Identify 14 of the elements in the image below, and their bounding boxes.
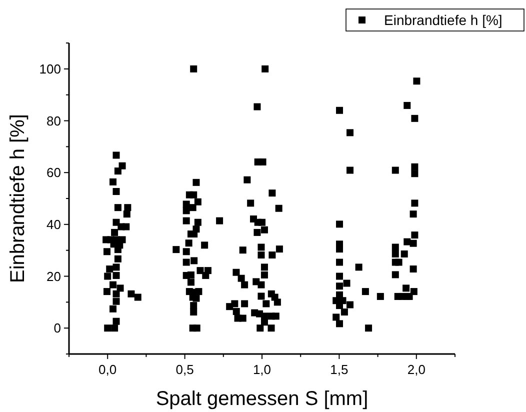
- y-tick-label: 80: [46, 113, 61, 128]
- y-tick-label: 100: [39, 61, 61, 76]
- x-tick-label: 2,0: [407, 362, 426, 377]
- x-tick-label: 0,0: [98, 362, 117, 377]
- y-tick-label: 60: [46, 165, 61, 180]
- x-tick-label: 0,5: [176, 362, 194, 377]
- x-tick-label: 1,0: [252, 362, 272, 377]
- y-tick-label: 40: [46, 216, 61, 232]
- x-tick-label: 1,5: [330, 362, 348, 377]
- y-tick-label: 0: [54, 320, 61, 336]
- x-axis-title: Spalt gemessen S [mm]: [156, 388, 368, 410]
- y-axis-title: Einbrandtiefe h [%]: [7, 114, 29, 283]
- legend-label: Einbrandtiefe h [%]: [384, 12, 502, 28]
- y-tick-label: 20: [46, 268, 61, 284]
